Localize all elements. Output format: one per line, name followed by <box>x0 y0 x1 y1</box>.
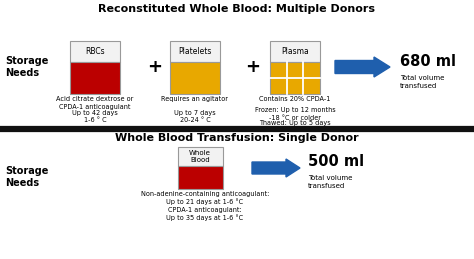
Text: +: + <box>147 58 163 76</box>
Bar <box>70 41 120 62</box>
Text: Platelets: Platelets <box>178 47 212 56</box>
Bar <box>70 62 120 94</box>
Text: Total volume
transfused: Total volume transfused <box>400 75 444 89</box>
Text: Reconstituted Whole Blood: Multiple Donors: Reconstituted Whole Blood: Multiple Dono… <box>99 4 375 14</box>
Text: Non-adenine-containing anticoagulant:
Up to 21 days at 1-6 °C: Non-adenine-containing anticoagulant: Up… <box>141 191 269 205</box>
Text: Whole Blood Transfusion: Single Donor: Whole Blood Transfusion: Single Donor <box>115 133 359 143</box>
FancyArrow shape <box>252 159 300 177</box>
FancyArrow shape <box>335 57 390 77</box>
Text: 500 ml: 500 ml <box>308 155 364 169</box>
Text: +: + <box>246 58 261 76</box>
Text: Contains 20% CPDA-1: Contains 20% CPDA-1 <box>259 96 331 102</box>
Text: Plasma: Plasma <box>281 47 309 56</box>
Text: Thawed: Up to 5 days
1-6 °C: Thawed: Up to 5 days 1-6 °C <box>259 120 331 133</box>
Bar <box>270 62 320 94</box>
Text: 680 ml: 680 ml <box>400 54 456 69</box>
Text: Whole
Blood: Whole Blood <box>189 150 211 163</box>
Text: Storage
Needs: Storage Needs <box>5 166 48 188</box>
Text: RBCs: RBCs <box>85 47 105 56</box>
Bar <box>178 166 223 189</box>
Bar <box>178 147 223 166</box>
Text: Storage
Needs: Storage Needs <box>5 56 48 78</box>
Text: CPDA-1 anticoagulant:
Up to 35 days at 1-6 °C: CPDA-1 anticoagulant: Up to 35 days at 1… <box>166 207 244 221</box>
Text: Frozen: Up to 12 months
-18 °C or colder: Frozen: Up to 12 months -18 °C or colder <box>255 107 335 120</box>
Text: Acid citrate dextrose or
CPDA-1 anticoagulant: Acid citrate dextrose or CPDA-1 anticoag… <box>56 96 134 110</box>
Text: Total volume
transfused: Total volume transfused <box>308 175 352 189</box>
Text: Up to 7 days
20-24 ° C: Up to 7 days 20-24 ° C <box>174 110 216 124</box>
Bar <box>170 62 220 94</box>
Bar <box>270 41 320 62</box>
Text: Up to 42 days
1-6 ° C: Up to 42 days 1-6 ° C <box>72 110 118 124</box>
Bar <box>170 41 220 62</box>
Text: Requires an agitator: Requires an agitator <box>162 96 228 102</box>
